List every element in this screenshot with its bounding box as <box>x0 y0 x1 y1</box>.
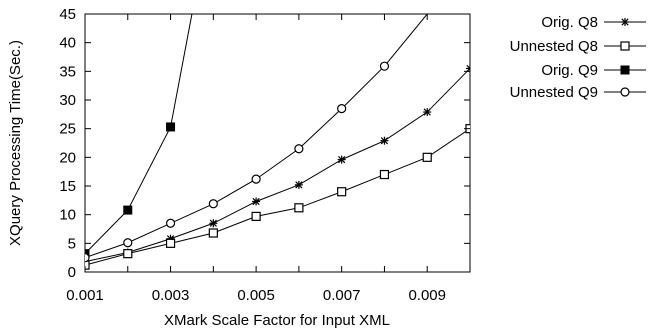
series-line-4 <box>85 14 428 259</box>
open-square-marker <box>85 260 90 270</box>
open-circle-marker <box>337 103 347 114</box>
y-tick-label: 45 <box>59 6 76 23</box>
asterisk-marker <box>294 180 303 189</box>
plot-area <box>84 13 471 273</box>
open-circle-marker <box>208 199 218 209</box>
y-tick-label: 30 <box>59 92 76 109</box>
x-tick-label: 0.001 <box>66 287 104 304</box>
y-tick-label: 20 <box>59 149 76 166</box>
y-tick-label: 15 <box>59 178 76 195</box>
open-square-marker <box>620 41 630 51</box>
open-circle-marker <box>251 174 261 184</box>
open-square-marker <box>379 169 390 180</box>
x-axis-title: XMark Scale Factor for Input XML <box>164 312 390 329</box>
legend-label: Unnested Q9 <box>510 84 598 101</box>
series-line-2 <box>85 128 470 266</box>
filled-square-marker <box>166 122 176 132</box>
open-square-marker <box>337 187 347 197</box>
filled-square-marker <box>123 205 133 215</box>
series-line-1 <box>85 68 470 263</box>
asterisk-marker <box>209 219 218 228</box>
y-tick-label: 25 <box>59 121 76 138</box>
filled-square-marker <box>620 65 630 75</box>
open-circle-marker <box>85 253 90 263</box>
asterisk-marker <box>621 18 629 26</box>
y-tick-label: 35 <box>59 63 76 80</box>
open-circle-marker <box>123 238 133 248</box>
y-tick-label: 40 <box>59 35 76 52</box>
x-tick-label: 0.007 <box>323 287 361 304</box>
series-lines <box>85 14 470 266</box>
y-tick-label: 0 <box>68 264 76 281</box>
open-square-marker <box>251 211 261 221</box>
asterisk-marker <box>337 155 346 164</box>
open-square-marker <box>123 249 133 259</box>
open-square-marker <box>208 228 218 238</box>
open-circle-marker <box>165 218 176 228</box>
legend-label: Unnested Q8 <box>510 38 598 55</box>
x-tick-label: 0.009 <box>408 287 446 304</box>
plot-frame <box>84 13 471 273</box>
y-tick-label: 5 <box>68 235 76 252</box>
y-tick-label: 10 <box>59 207 76 224</box>
legend: Orig. Q8 Unnested Q8 Orig. Q9 Unnested Q9 <box>510 14 646 101</box>
open-square-marker <box>294 203 304 213</box>
open-circle-marker <box>294 144 304 154</box>
y-axis-title: XQuery Processing Time(Sec.) <box>7 40 24 246</box>
asterisk-marker <box>466 64 470 73</box>
x-axis-ticks: 0.001 0.003 0.005 0.007 0.009 <box>66 14 471 304</box>
open-circle-marker <box>379 61 390 71</box>
series-markers <box>85 61 470 270</box>
legend-label: Orig. Q9 <box>541 62 598 79</box>
asterisk-marker <box>423 108 432 117</box>
open-circle-marker <box>620 87 630 97</box>
x-tick-label: 0.003 <box>152 287 190 304</box>
x-tick-label: 0.005 <box>237 287 275 304</box>
open-square-marker <box>422 152 432 162</box>
asterisk-marker <box>380 136 389 145</box>
series-line-3 <box>85 14 193 255</box>
open-square-marker <box>165 238 176 248</box>
asterisk-marker <box>252 197 261 206</box>
legend-label: Orig. Q8 <box>541 14 598 31</box>
y-axis-ticks: 0 5 10 15 20 25 30 35 40 45 <box>59 6 470 281</box>
